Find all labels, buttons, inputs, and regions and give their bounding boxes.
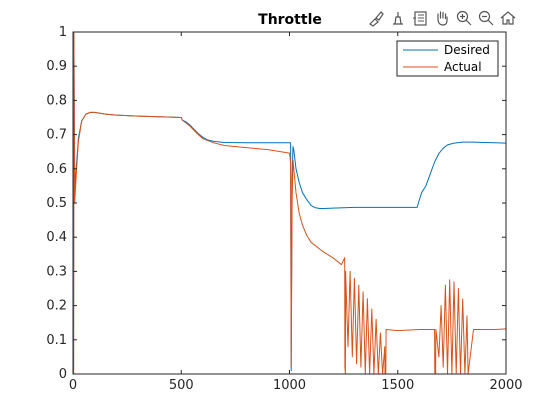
data-tips-icon — [393, 12, 403, 25]
legend-edit-button[interactable] — [410, 8, 430, 28]
zoom-in-icon — [456, 10, 472, 26]
series-line-actual — [73, 31, 507, 375]
x-tick-label: 1500 — [381, 378, 414, 393]
chart-title: Throttle — [258, 12, 322, 28]
x-axis-ticks: 0 500 1000 1500 2000 — [69, 32, 523, 393]
x-tick-label: 0 — [69, 378, 77, 393]
y-tick-label: 0.8 — [46, 93, 67, 108]
axes-toolbar — [366, 8, 518, 30]
y-tick-label: 0.7 — [46, 128, 67, 143]
home-icon — [500, 11, 516, 25]
y-tick-label: 0.5 — [46, 196, 67, 211]
legend-box — [396, 40, 499, 77]
zoom-out-icon — [478, 10, 494, 26]
y-tick-label: 1 — [59, 25, 67, 40]
brush-button[interactable] — [366, 8, 386, 28]
legend-edit-icon — [413, 11, 427, 26]
y-tick-label: 0.4 — [46, 230, 67, 245]
brush-icon — [369, 11, 384, 27]
legend[interactable]: Desired Actual — [396, 40, 499, 77]
y-tick-label: 0 — [59, 367, 67, 382]
x-tick-label: 500 — [169, 378, 194, 393]
x-tick-label: 2000 — [489, 378, 522, 393]
axes-background — [73, 32, 506, 374]
y-axis-ticks: 0 0.1 0.2 0.3 0.4 0.5 0.6 0.7 0.8 0.9 1 — [46, 25, 506, 382]
y-tick-label: 0.3 — [46, 264, 67, 279]
home-button[interactable] — [498, 8, 518, 28]
data-tips-button[interactable] — [388, 8, 408, 28]
legend-label-actual: Actual — [444, 60, 482, 74]
plot-lines — [73, 31, 507, 375]
x-tick-label: 1000 — [273, 378, 306, 393]
y-tick-label: 0.6 — [46, 162, 67, 177]
zoom-in-button[interactable] — [454, 8, 474, 28]
y-tick-label: 0.2 — [46, 299, 67, 314]
pan-icon — [437, 11, 448, 26]
pan-button[interactable] — [432, 8, 452, 28]
y-tick-label: 0.9 — [46, 59, 67, 74]
legend-label-desired: Desired — [444, 43, 490, 57]
zoom-out-button[interactable] — [476, 8, 496, 28]
y-tick-label: 0.1 — [46, 333, 67, 348]
